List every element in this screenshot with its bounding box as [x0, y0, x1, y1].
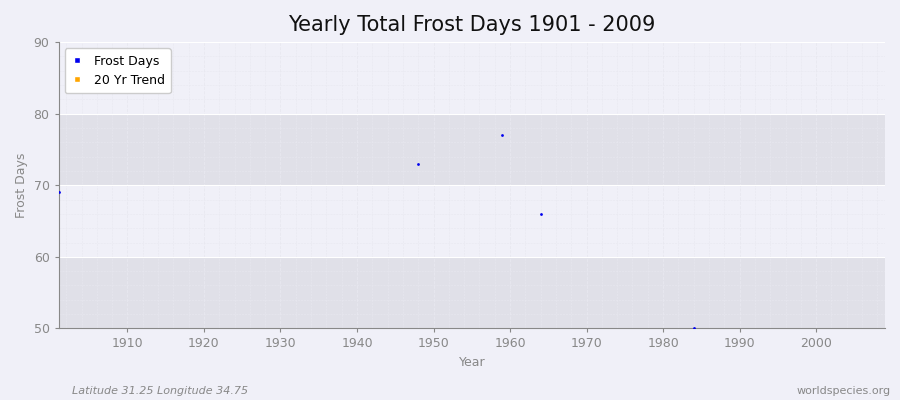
Text: Latitude 31.25 Longitude 34.75: Latitude 31.25 Longitude 34.75: [72, 386, 248, 396]
Bar: [58, 42, 885, 114]
Bar: [58, 185, 885, 257]
Point: [534, 211, 548, 217]
Text: worldspecies.org: worldspecies.org: [796, 386, 891, 396]
Point: [121, 82, 135, 88]
Y-axis label: Frost Days: Frost Days: [15, 152, 28, 218]
Title: Yearly Total Frost Days 1901 - 2009: Yearly Total Frost Days 1901 - 2009: [288, 15, 655, 35]
Legend: Frost Days, 20 Yr Trend: Frost Days, 20 Yr Trend: [65, 48, 171, 93]
Point: [687, 325, 701, 332]
Point: [411, 160, 426, 167]
X-axis label: Year: Year: [458, 356, 485, 369]
Point: [495, 132, 509, 138]
Bar: [58, 114, 885, 185]
Point: [51, 189, 66, 196]
Bar: [58, 257, 885, 328]
